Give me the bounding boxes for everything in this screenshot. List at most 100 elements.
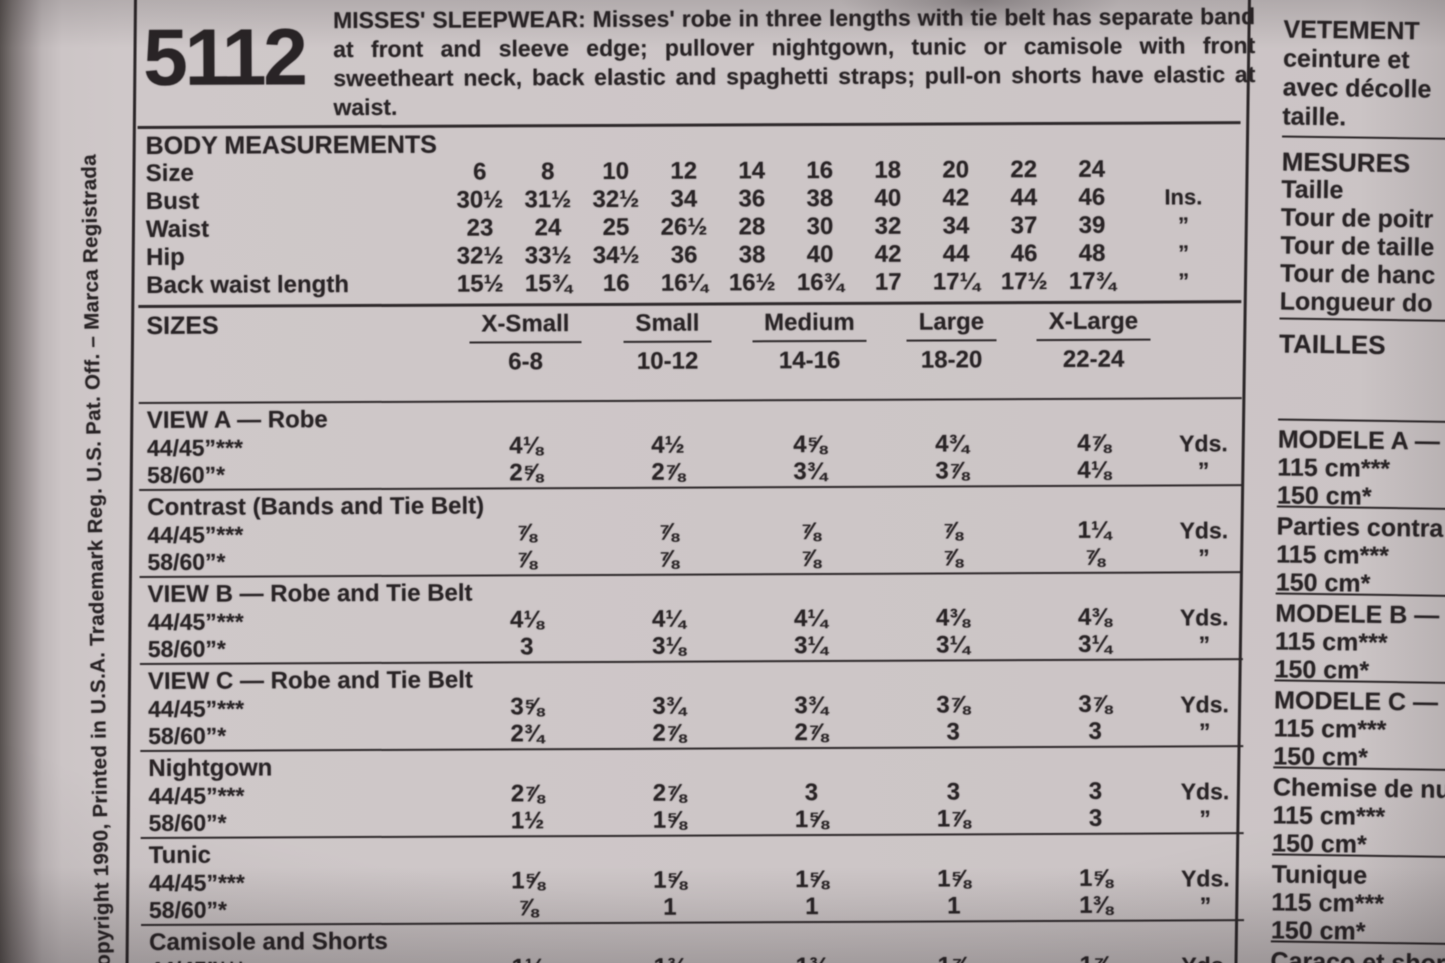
yardage-value: 4½ bbox=[651, 431, 685, 459]
measurement-value: 28 bbox=[738, 213, 766, 241]
sizes-divider bbox=[138, 300, 1242, 308]
metric-section: Chemise de nu 115 cm*** 150 cm* bbox=[1272, 766, 1445, 859]
yardage-value: ⅞ bbox=[658, 545, 679, 573]
yardage-table: VIEW A — Robe 44/45”*** 4⅛ 4½ 4⅝ 4¾ 4⅞ Yds. bbox=[138, 397, 1245, 963]
measurement-label: Waist bbox=[145, 215, 210, 243]
yardage-rows: 44/45”*** 2⅞ 2⅞ 3 3 3 Yds. 58/60”* bbox=[140, 777, 1243, 836]
measurement-unit: Ins. bbox=[1164, 184, 1203, 210]
yardage-row: 58/60”* 3 3⅛ 3¼ 3¼ 3¼ ” bbox=[140, 630, 1243, 662]
yardage-values: ⅞ ⅞ ⅞ ⅞ ⅞ bbox=[455, 544, 1165, 575]
fabric-width-label: 58/60”* bbox=[147, 635, 226, 662]
yardage-unit: Yds. bbox=[1180, 690, 1229, 717]
yardage-values: 2¾ 2⅞ 2⅞ 3 3 bbox=[456, 718, 1166, 749]
copyright-vertical-text: Copyright 1990, Printed in U.S.A. Tradem… bbox=[77, 153, 115, 963]
measurement-value: 34 bbox=[670, 185, 698, 213]
measurement-value: 18 bbox=[874, 156, 902, 184]
size-name: Small bbox=[623, 309, 712, 343]
yardage-value: 3 bbox=[804, 779, 819, 807]
yardage-value: ⅞ bbox=[1084, 543, 1105, 571]
measurement-value: 32 bbox=[874, 212, 902, 240]
metric-section-heading: Chemise de nu bbox=[1272, 773, 1445, 804]
metric-lines: 115 cm*** 150 cm* bbox=[1272, 801, 1445, 860]
yardage-section: Nightgown 44/45”*** 2⅞ 2⅞ 3 3 3 Yds. bbox=[140, 745, 1244, 837]
yardage-value: 1 bbox=[805, 893, 819, 921]
measurement-value: 36 bbox=[738, 185, 766, 213]
measurement-value: 31½ bbox=[524, 186, 572, 214]
yardage-value: 1⅞ bbox=[936, 805, 971, 833]
measurement-value: 17¼ bbox=[932, 268, 980, 296]
measurement-unit: ” bbox=[1177, 212, 1190, 238]
yardage-values: 3⅝ 3¾ 3¾ 3⅞ 3⅞ bbox=[456, 691, 1166, 722]
yardage-value: 1¼ bbox=[1077, 516, 1112, 544]
yardage-value: 3⅞ bbox=[936, 691, 970, 719]
yardage-rows: 44/45”*** 1⅝ 1⅝ 1⅝ 1⅝ 1⅝ Yds. 58/60”* bbox=[141, 864, 1244, 923]
measurement-value: 6 bbox=[473, 158, 487, 186]
size-range: 14-16 bbox=[778, 346, 841, 375]
measurement-value: 26½ bbox=[660, 213, 708, 241]
measurement-value: 34½ bbox=[592, 241, 640, 270]
yardage-value: 4¾ bbox=[935, 430, 969, 458]
measurement-value: 20 bbox=[942, 156, 970, 184]
metric-lines: 115 cm*** 150 cm* bbox=[1277, 453, 1445, 512]
yardage-row: 58/60”* 2¾ 2⅞ 2⅞ 3 3 ” bbox=[140, 717, 1243, 749]
metric-section: MODELE B — P 115 cm*** 150 cm* bbox=[1274, 592, 1445, 685]
yardage-value: 4⅜ bbox=[935, 604, 970, 632]
french-column: VETEMENT ceinture et avec décolle taille. M… bbox=[1234, 0, 1445, 963]
french-description-line: VETEMENT bbox=[1283, 15, 1420, 46]
metric-line: 115 cm*** bbox=[1274, 627, 1388, 658]
measurement-value: 17¾ bbox=[1068, 267, 1116, 295]
yardage-value: 3⅞ bbox=[1078, 690, 1112, 718]
yardage-value: 1⅝ bbox=[653, 866, 687, 894]
pattern-number: 5112 bbox=[143, 12, 306, 102]
yardage-value: 1½ bbox=[457, 954, 599, 963]
yardage-row: 58/60”* 2⅝ 2⅞ 3¾ 3⅞ 4⅛ ” bbox=[139, 456, 1242, 488]
measurement-value: 34 bbox=[942, 212, 970, 240]
yardage-value: 2⅞ bbox=[794, 718, 828, 747]
yardage-value: 2⅞ bbox=[510, 780, 545, 808]
tailles-label: TAILLES bbox=[1278, 328, 1386, 360]
measurement-value: 44 bbox=[942, 240, 970, 268]
yardage-value: ⅞ bbox=[800, 545, 821, 573]
yardage-rows: 44/45”*** ⅞ ⅞ ⅞ ⅞ 1¼ Yds. 58/60”* ⅞ bbox=[139, 516, 1242, 575]
yardage-value: 3 bbox=[1088, 717, 1102, 745]
size-column: Medium 14-16 bbox=[738, 308, 880, 376]
garment-description: MISSES' SLEEPWEAR: Misses' robe in three… bbox=[333, 2, 1255, 122]
measurement-value: 32½ bbox=[456, 242, 504, 270]
size-name: X-Small bbox=[469, 310, 582, 344]
size-range: 10-12 bbox=[636, 347, 699, 375]
measurement-unit: ” bbox=[1178, 240, 1190, 266]
yardage-value: 1⅞ bbox=[1025, 952, 1167, 963]
yardage-value: 1⅜ bbox=[1079, 891, 1113, 919]
measurement-values: 23 24 25 26½ 28 30 32 34 37 39 bbox=[446, 212, 1126, 243]
yardage-unit: Yds. bbox=[1167, 952, 1244, 963]
metric-lines: 115 cm*** 150 cm* bbox=[1276, 540, 1445, 599]
yardage-values: 2⅞ 2⅞ 3 3 3 bbox=[456, 778, 1166, 809]
mesures-line: Longueur do bbox=[1279, 287, 1433, 318]
measurement-label: Back waist length bbox=[146, 271, 350, 299]
mesures-line: Tour de hanc bbox=[1279, 259, 1436, 290]
french-description: VETEMENT ceinture et avec décolle taille. bbox=[1282, 0, 1445, 139]
fabric-width-label: 44/45”*** bbox=[148, 869, 245, 896]
yardage-values: ⅞ 1 1 1 1⅜ bbox=[457, 892, 1167, 923]
measurement-value: 16½ bbox=[728, 269, 776, 297]
yardage-rows: 44/45”*** 4⅛ 4¼ 4¼ 4⅜ 4⅜ Yds. 58/60”* bbox=[140, 603, 1243, 662]
yardage-value: 3 bbox=[946, 718, 960, 746]
yardage-value: 3⅛ bbox=[652, 632, 686, 660]
yardage-value: 2⅞ bbox=[652, 779, 687, 807]
measurement-value: 36 bbox=[670, 241, 698, 269]
metric-section-heading: Caraco et short bbox=[1270, 947, 1445, 963]
measurement-value: 42 bbox=[942, 184, 970, 212]
size-name: Large bbox=[906, 308, 997, 342]
yardage-value: 3¼ bbox=[936, 631, 970, 659]
measurement-label: Bust bbox=[145, 187, 200, 215]
yardage-value: 1 bbox=[947, 892, 961, 920]
yardage-values: 1½ 1⅝ 1⅝ 1⅞ 3 bbox=[457, 805, 1167, 836]
mesures-title: MESURES bbox=[1281, 146, 1411, 179]
measurement-value: 46 bbox=[1078, 183, 1106, 211]
yardage-values: 3 3⅛ 3¼ 3¼ 3¼ bbox=[456, 631, 1166, 662]
yardage-value: 3¼ bbox=[1078, 630, 1112, 658]
size-column: X-Small 6-8 bbox=[454, 310, 596, 377]
yardage-value: 1¾ bbox=[599, 953, 741, 963]
metric-line: 115 cm*** bbox=[1277, 453, 1391, 484]
metric-line: 115 cm*** bbox=[1271, 888, 1385, 918]
